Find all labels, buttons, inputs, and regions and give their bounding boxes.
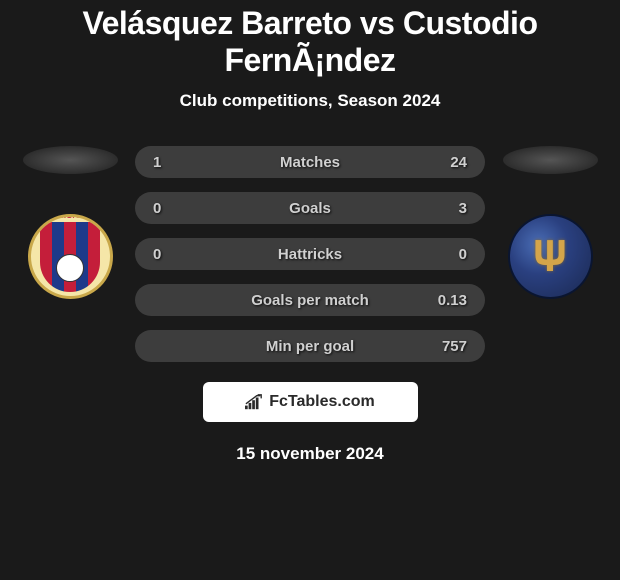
stat-row-goals-per-match: Goals per match 0.13: [135, 284, 485, 316]
stat-label: Goals per match: [251, 292, 369, 309]
stat-label: Goals: [289, 200, 331, 217]
club-logo-right: [508, 214, 593, 299]
comparison-area: 1 Matches 24 0 Goals 3 0 Hattricks 0 Goa…: [10, 146, 610, 362]
stat-row-matches: 1 Matches 24: [135, 146, 485, 178]
chart-icon: [245, 394, 263, 410]
stats-column: 1 Matches 24 0 Goals 3 0 Hattricks 0 Goa…: [135, 146, 485, 362]
comparison-container: Velásquez Barreto vs Custodio FernÃ¡ndez…: [0, 0, 620, 469]
stat-row-min-per-goal: Min per goal 757: [135, 330, 485, 362]
stat-label: Hattricks: [278, 246, 342, 263]
team-right-side: [500, 146, 600, 299]
stat-right-value: 0: [432, 246, 467, 263]
club-logo-left: [28, 214, 113, 299]
stat-left-value: 0: [153, 200, 188, 217]
stat-right-value: 757: [432, 338, 467, 355]
brand-label: FcTables.com: [269, 393, 375, 411]
stat-label: Min per goal: [266, 338, 354, 355]
team-left-side: [20, 146, 120, 299]
trident-icon: [530, 232, 570, 282]
stat-left-value: 1: [153, 154, 188, 171]
club-shield-left: [40, 222, 100, 292]
stat-left-value: 0: [153, 246, 188, 263]
date-label: 15 november 2024: [10, 444, 610, 464]
stat-row-goals: 0 Goals 3: [135, 192, 485, 224]
stat-right-value: 3: [432, 200, 467, 217]
player-shadow-right: [503, 146, 598, 174]
stat-right-value: 24: [432, 154, 467, 171]
page-title: Velásquez Barreto vs Custodio FernÃ¡ndez: [10, 5, 610, 79]
player-shadow-left: [23, 146, 118, 174]
page-subtitle: Club competitions, Season 2024: [10, 91, 610, 111]
stat-label: Matches: [280, 154, 340, 171]
brand-box[interactable]: FcTables.com: [203, 382, 418, 422]
stat-right-value: 0.13: [432, 292, 467, 309]
football-icon: [56, 254, 84, 282]
stat-row-hattricks: 0 Hattricks 0: [135, 238, 485, 270]
